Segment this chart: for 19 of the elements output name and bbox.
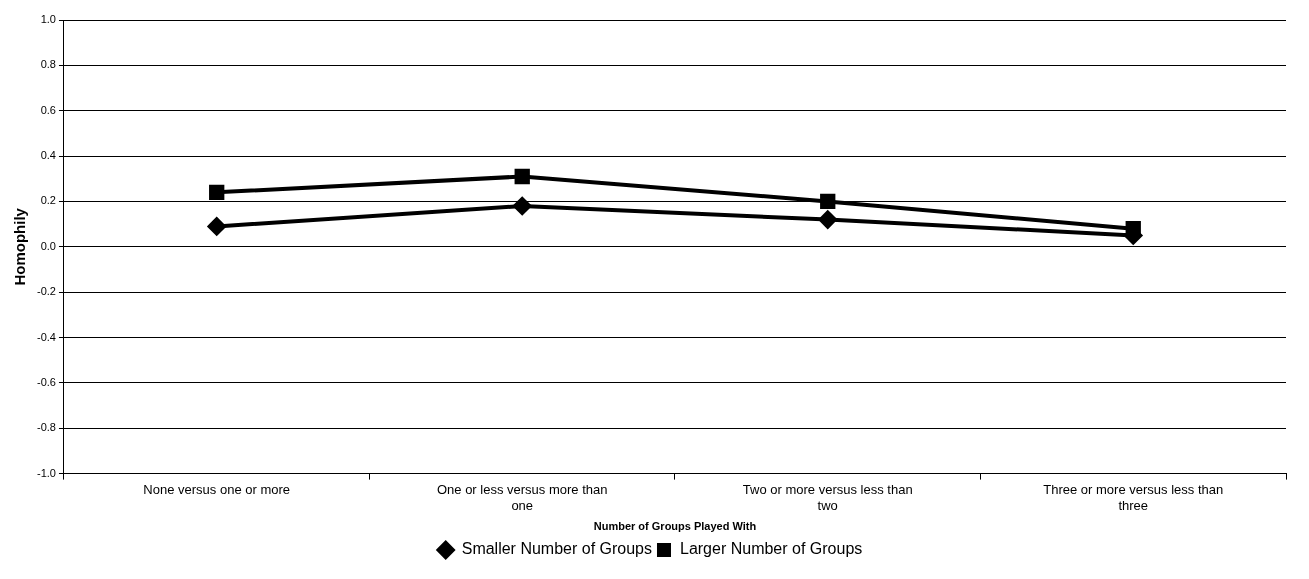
legend-label: Smaller Number of Groups [461, 540, 652, 558]
y-tick-label: 0.8 [40, 58, 56, 71]
y-tick-label: -0.4 [36, 330, 56, 343]
y-tick-label: 0.2 [40, 194, 56, 207]
x-tick-label: Three or more versus less than three [1043, 481, 1224, 513]
y-tick-label: -0.8 [36, 421, 56, 434]
y-tick-label: -0.2 [36, 285, 56, 298]
y-axis-title: Homophily [11, 207, 29, 286]
y-tick-label: 1.0 [40, 13, 56, 26]
y-tick-label: 0.0 [40, 239, 56, 252]
x-tick-label: Two or more versus less than two [742, 481, 913, 513]
y-tick-label: -1.0 [36, 466, 56, 479]
x-tick-label: None versus one or more [143, 481, 291, 497]
y-tick-label: -0.6 [36, 375, 56, 388]
x-axis-title: Number of Groups Played With [593, 520, 757, 533]
x-tick-label: One or less versus more than one [436, 481, 608, 513]
legend-label: Larger Number of Groups [679, 540, 863, 558]
y-tick-label: 0.4 [40, 149, 56, 162]
y-tick-label: 0.6 [40, 103, 56, 116]
